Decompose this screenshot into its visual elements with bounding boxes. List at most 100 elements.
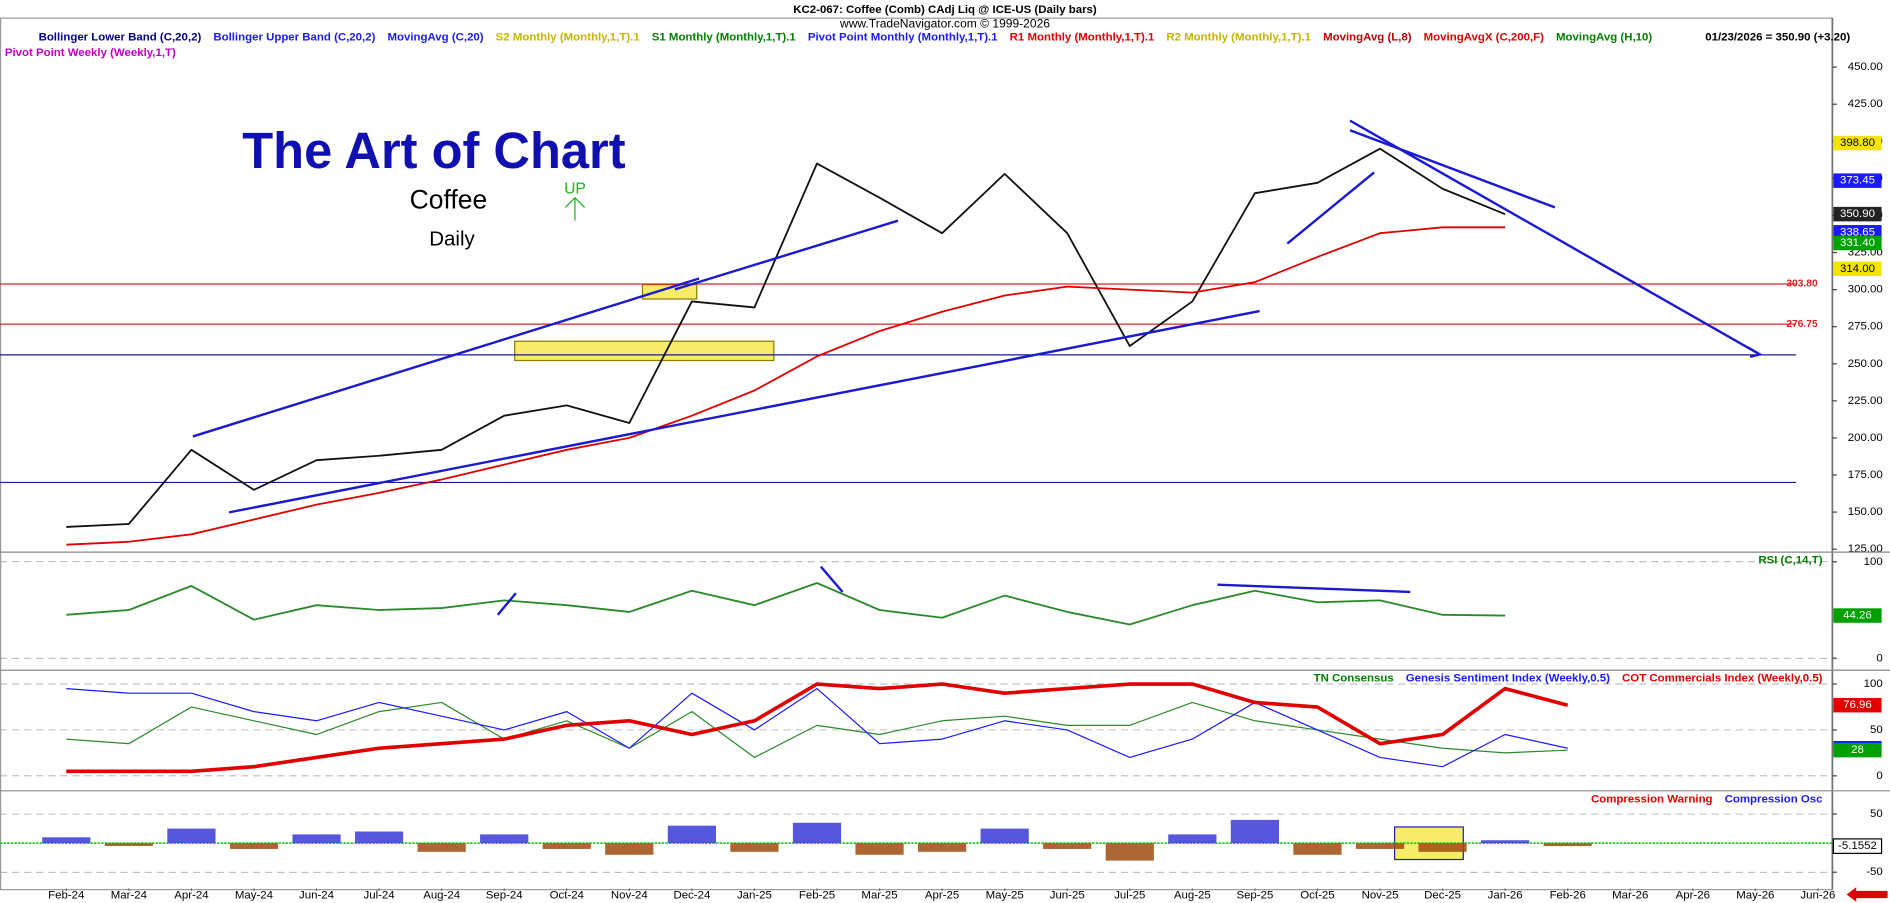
chart-title: KC2-067: Coffee (Comb) CAdj Liq @ ICE-US… xyxy=(793,4,1097,16)
legend-entry: Bollinger Lower Band (C,20,2) xyxy=(39,31,202,43)
y-tick-label: 425.00 xyxy=(1848,98,1883,110)
osc-bar xyxy=(417,843,466,852)
x-tick-label: Jun-25 xyxy=(1050,890,1085,902)
value-tag xyxy=(1832,838,1883,854)
osc-bar xyxy=(1168,834,1217,844)
legend-entry: MovingAvg (L,8) xyxy=(1323,31,1412,43)
trend-line xyxy=(496,592,517,616)
legend-entry: R2 Monthly (Monthly,1,T).1 xyxy=(1166,31,1311,43)
value-tag xyxy=(1833,173,1882,188)
level-label: 303.80 xyxy=(1786,279,1818,290)
x-tick-label: Apr-26 xyxy=(1676,890,1710,902)
osc-bar xyxy=(1293,843,1342,855)
value-tag-label: 314.00 xyxy=(1840,263,1875,275)
osc-bar xyxy=(980,828,1029,844)
osc-bar xyxy=(354,831,404,844)
value-tag xyxy=(1833,206,1882,222)
osc-bar xyxy=(667,825,716,844)
x-tick-label: Sep-25 xyxy=(1236,890,1273,902)
x-tick-label: Sep-24 xyxy=(486,890,524,902)
osc-bar xyxy=(229,843,279,849)
x-tick-label: Jun-24 xyxy=(299,890,335,902)
osc-bar xyxy=(1481,840,1530,844)
osc-bar xyxy=(1105,843,1154,861)
y-tick-label: 275.00 xyxy=(1848,321,1883,333)
legend-entry: R1 Monthly (Monthly,1,T).1 xyxy=(1010,31,1155,43)
series-line xyxy=(66,687,1568,768)
x-tick-label: May-25 xyxy=(986,890,1024,902)
y-tick-label: 175.00 xyxy=(1848,469,1883,481)
chart-subtitle: www.TradeNavigator.com © 1999-2026 xyxy=(839,16,1050,30)
osc-bar xyxy=(792,822,842,844)
x-tick-label: Aug-25 xyxy=(1174,890,1211,902)
x-tick-label: Jul-25 xyxy=(1114,890,1145,902)
y-tick-label: 100 xyxy=(1864,678,1883,690)
value-tag-label: 331.40 xyxy=(1840,237,1875,249)
osc-bar xyxy=(1230,819,1280,844)
legend-entry: Compression Warning xyxy=(1591,793,1713,805)
level-label: 276.75 xyxy=(1786,319,1818,330)
value-tag xyxy=(1833,697,1882,713)
osc-bar xyxy=(292,834,341,844)
x-tick-label: Oct-25 xyxy=(1300,890,1334,902)
osc-bar xyxy=(730,843,779,852)
y-tick-label: -50 xyxy=(1866,866,1883,878)
legend-entry: Pivot Point Weekly (Weekly,1,T) xyxy=(5,47,176,59)
x-tick-label: Nov-25 xyxy=(1362,890,1399,902)
x-tick-label: Dec-25 xyxy=(1424,890,1461,902)
y-tick-label: 200.00 xyxy=(1848,432,1883,444)
osc-bar xyxy=(480,834,529,844)
trend-line xyxy=(819,565,844,593)
y-tick-label: 100 xyxy=(1864,556,1883,568)
legend-entry: MovingAvg (H,10) xyxy=(1556,31,1652,43)
osc-bar xyxy=(167,828,216,844)
value-tag-label: 398.80 xyxy=(1840,137,1875,149)
trend-line xyxy=(1349,129,1556,209)
x-tick-label: Jan-25 xyxy=(737,890,772,902)
legend-entry: S1 Monthly (Monthly,1,T).1 xyxy=(652,31,797,43)
legend-entry: RSI (C,14,T) xyxy=(1758,555,1822,567)
value-tag-label: 373.45 xyxy=(1840,175,1875,187)
trend-line xyxy=(228,309,1260,514)
trend-line xyxy=(192,277,700,438)
legend-entry: Bollinger Upper Band (C,20,2) xyxy=(213,31,375,43)
headline: The Art of Chart xyxy=(242,122,625,179)
series-line xyxy=(66,147,1506,528)
x-tick-label: Mar-25 xyxy=(861,890,897,902)
value-tag-label: 76.96 xyxy=(1843,699,1872,711)
legend-entry: Pivot Point Monthly (Monthly,1,T).1 xyxy=(808,31,998,43)
plot-layers: Feb-24 Mar-24 Apr-24 May-24 Jun-24 Jul-24 Aug-… xyxy=(0,17,1890,902)
y-tick-label: 225.00 xyxy=(1848,395,1883,407)
osc-bar xyxy=(42,837,91,844)
subject: Coffee xyxy=(410,184,488,214)
value-tag xyxy=(1833,608,1882,623)
scroll-arrow xyxy=(1846,887,1888,902)
up-arrow xyxy=(564,196,586,221)
legend-entry: S2 Monthly (Monthly,1,T).1 xyxy=(496,31,641,43)
last-quote: 01/23/2026 = 350.90 (+3.20) xyxy=(1705,31,1850,43)
x-tick-label: Jul-24 xyxy=(364,890,396,902)
value-tag-label: -5.1552 xyxy=(1838,840,1877,852)
osc-bar xyxy=(542,843,591,849)
x-tick-label: Dec-24 xyxy=(673,890,711,902)
trend-line xyxy=(674,219,899,291)
legend-entry: Genesis Sentiment Index (Weekly,0.5) xyxy=(1406,673,1610,685)
series-line xyxy=(66,226,1506,546)
y-tick-label: 250.00 xyxy=(1848,358,1883,370)
x-tick-label: Feb-25 xyxy=(799,890,835,902)
legend-entry: COT Commercials Index (Weekly,0.5) xyxy=(1622,673,1823,685)
value-tag xyxy=(1833,235,1882,251)
value-tag xyxy=(1833,261,1882,277)
x-tick-label: Jun-26 xyxy=(1800,890,1835,902)
period: Daily xyxy=(429,227,475,250)
x-tick-label: Feb-26 xyxy=(1550,890,1586,902)
value-tag-label: 44.26 xyxy=(1843,610,1872,622)
osc-bar xyxy=(1418,843,1467,852)
osc-bar xyxy=(605,843,654,855)
x-tick-label: Apr-24 xyxy=(174,890,209,902)
highlight-box xyxy=(514,340,775,362)
value-tag-label: 350.90 xyxy=(1840,208,1875,220)
signal: UP xyxy=(564,180,586,197)
value-tag-label: 28 xyxy=(1851,744,1864,756)
y-tick-label: 0 xyxy=(1876,652,1882,664)
